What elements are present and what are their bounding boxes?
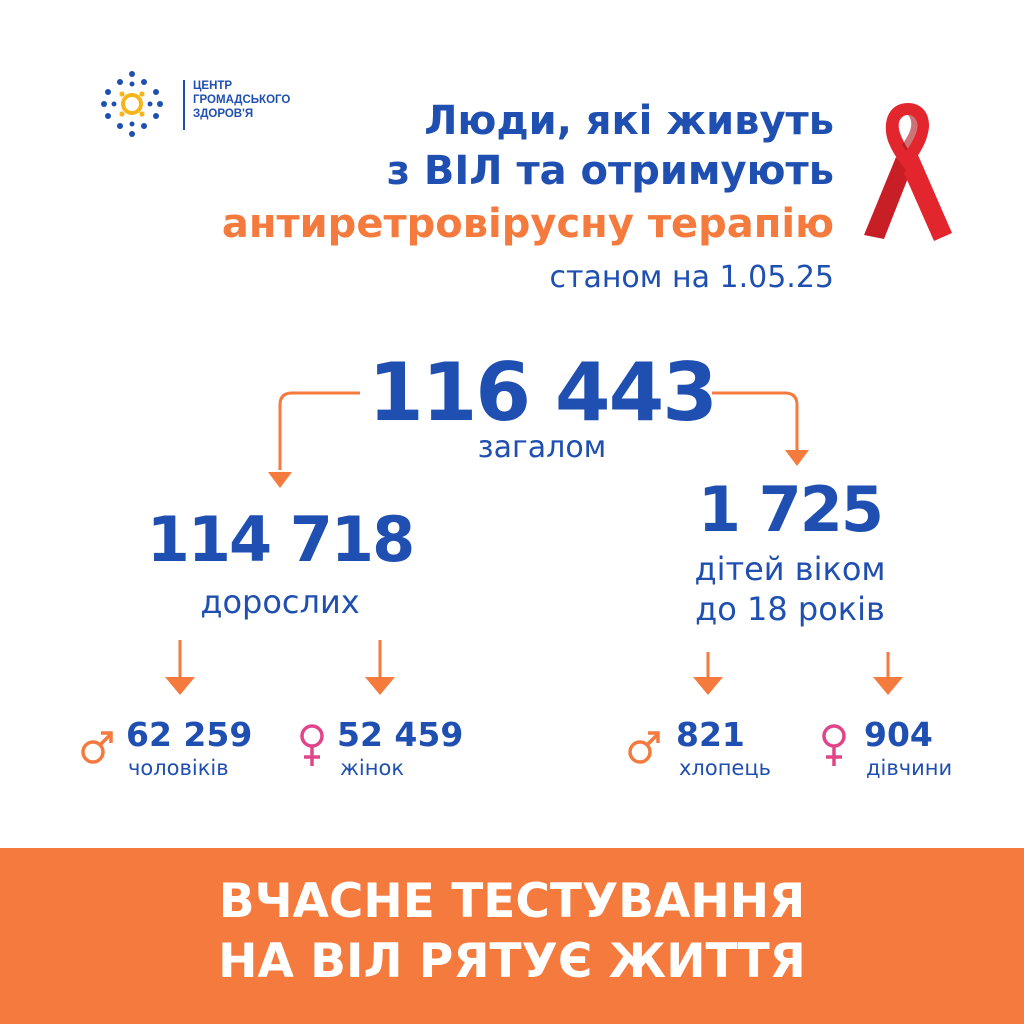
total-label: загалом: [477, 430, 607, 465]
adult-men-count: 62 259: [126, 715, 253, 754]
arrowhead-down-icon: [873, 677, 903, 695]
title-line-2: з ВІЛ та отримують: [386, 148, 834, 194]
adult-men-label: чоловіків: [128, 756, 229, 780]
adult-women-label: жінок: [340, 756, 405, 780]
children-label: дітей віком до 18 років: [640, 549, 940, 629]
children-count: 1 725: [697, 473, 884, 546]
boys-label: хлопець: [679, 756, 772, 780]
logo-text-line: ЦЕНТР: [193, 80, 233, 92]
adults-label: дорослих: [200, 583, 360, 621]
logo-divider: [183, 80, 185, 130]
arrowhead-down-icon: [693, 677, 723, 695]
male-symbol-icon: [81, 731, 113, 764]
male-symbol-icon: [628, 731, 660, 764]
connector-total-to-adults: [278, 391, 360, 470]
girls-label: дівчини: [866, 756, 953, 780]
logo-text-line: ГРОМАДСЬКОГО: [193, 94, 291, 106]
banner-line-2: НА ВІЛ РЯТУЄ ЖИТТЯ: [218, 934, 806, 989]
female-symbol-icon: [300, 724, 324, 766]
flow-arrows: [165, 391, 903, 695]
title-line-3: антиретровірусну терапію: [221, 201, 834, 247]
children-label-line-1: дітей віком: [694, 550, 886, 588]
logo-wordmark: ЦЕНТР ГРОМАДСЬКОГО ЗДОРОВ'Я: [193, 79, 290, 121]
total-count: 116 443: [368, 346, 718, 439]
children-label-line-2: до 18 років: [695, 590, 885, 628]
title-line-1: Люди, які живуть: [424, 98, 834, 144]
red-ribbon-icon: [864, 103, 952, 241]
female-symbol-icon: [822, 724, 846, 766]
call-to-action-banner: [0, 848, 1024, 1024]
logo-text-line: ЗДОРОВ'Я: [193, 108, 254, 120]
banner-line-1: ВЧАСНЕ ТЕСТУВАННЯ: [218, 874, 806, 929]
adults-count: 114 718: [146, 503, 415, 576]
arrowhead-down-icon: [365, 677, 395, 695]
adult-women-count: 52 459: [337, 715, 464, 754]
date-subtitle: станом на 1.05.25: [549, 260, 834, 295]
arrowhead-down-icon: [165, 677, 195, 695]
girls-count: 904: [864, 715, 933, 754]
public-health-center-logo-icon: [101, 71, 163, 137]
connector-total-to-children: [712, 391, 799, 450]
arrowhead-down-icon: [785, 450, 809, 466]
arrowhead-down-icon: [268, 472, 292, 488]
boys-count: 821: [676, 715, 745, 754]
